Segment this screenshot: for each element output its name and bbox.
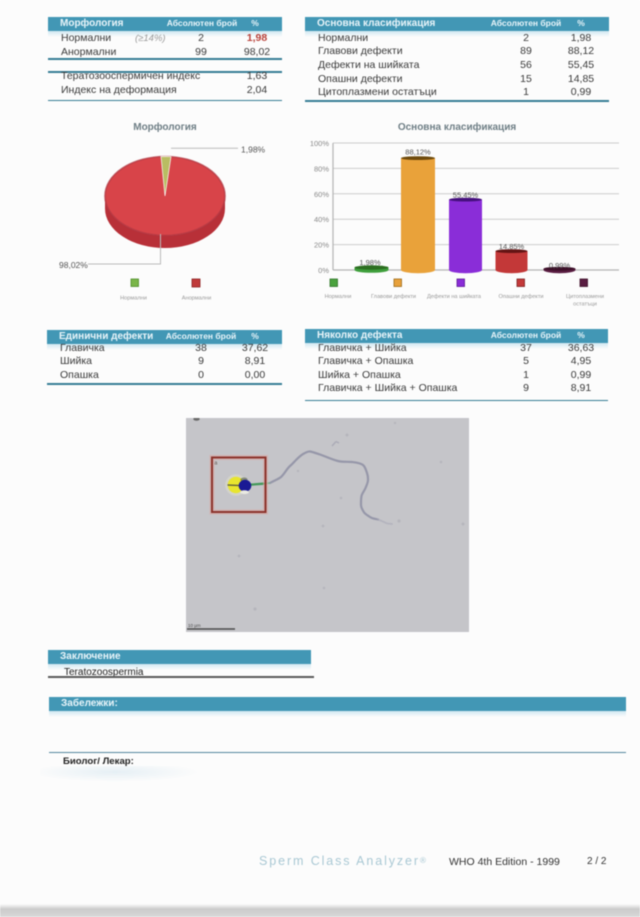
svg-text:88,12%: 88,12% <box>405 148 431 157</box>
svg-text:Анормални: Анормални <box>182 296 211 302</box>
svg-text:14,85%: 14,85% <box>499 242 525 251</box>
svg-text:Цитоплазмени: Цитоплазмени <box>566 294 604 300</box>
svg-text:40%: 40% <box>314 215 329 224</box>
svg-text:10 µm: 10 µm <box>188 623 201 628</box>
svg-text:1,98%: 1,98% <box>241 145 266 155</box>
svg-text:Нормални: Нормални <box>120 296 147 302</box>
svg-text:0%: 0% <box>318 266 329 275</box>
svg-text:80%: 80% <box>314 164 329 173</box>
svg-text:98,02%: 98,02% <box>59 260 88 270</box>
svg-text:0,99%: 0,99% <box>549 261 571 270</box>
svg-text:остатъци: остатъци <box>573 302 597 308</box>
svg-text:100%: 100% <box>310 139 330 148</box>
svg-text:Дефекти на шийката: Дефекти на шийката <box>427 293 482 300</box>
svg-text:1,98%: 1,98% <box>359 258 381 267</box>
svg-text:20%: 20% <box>314 241 329 250</box>
svg-text:60%: 60% <box>314 190 329 199</box>
svg-text:a: a <box>215 461 218 467</box>
svg-text:55,45%: 55,45% <box>453 191 479 200</box>
svg-text:Главови дефекти: Главови дефекти <box>371 294 416 300</box>
svg-text:Опашни дефекти: Опашни дефекти <box>498 294 543 300</box>
svg-text:Нормални: Нормални <box>325 294 352 300</box>
